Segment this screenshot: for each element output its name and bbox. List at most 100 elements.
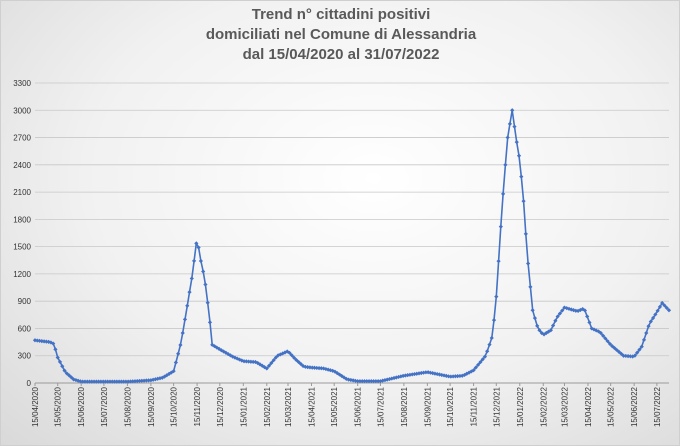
- x-tick-label: 15/02/2022: [539, 386, 548, 427]
- data-point-marker: [260, 363, 265, 368]
- data-point-marker: [194, 241, 199, 246]
- data-point-marker: [257, 362, 263, 367]
- y-tick-label: 2700: [13, 134, 31, 143]
- data-point-marker: [373, 379, 378, 384]
- x-tick-label: 15/02/2021: [263, 386, 272, 427]
- data-point-marker: [171, 369, 176, 374]
- data-point-marker: [287, 350, 292, 355]
- data-point-marker: [414, 371, 419, 376]
- data-point-marker: [376, 379, 381, 384]
- data-point-marker: [530, 308, 535, 313]
- data-point-marker: [64, 371, 69, 376]
- data-point-marker: [553, 318, 558, 323]
- data-point-marker: [457, 373, 463, 379]
- data-point-marker: [98, 379, 103, 384]
- data-point-marker: [448, 374, 453, 379]
- data-point-marker: [310, 365, 315, 370]
- data-point-marker: [237, 357, 242, 362]
- data-point-marker: [289, 353, 294, 358]
- x-tick-label: 15/12/2020: [216, 386, 225, 427]
- y-tick-label: 0: [27, 379, 32, 388]
- data-point-marker: [116, 379, 122, 384]
- data-point-marker: [505, 135, 510, 140]
- data-point-marker: [526, 261, 531, 266]
- y-tick-label: 3300: [13, 79, 31, 88]
- data-point-marker: [85, 379, 90, 384]
- data-point-marker: [666, 308, 672, 313]
- data-point-marker: [369, 379, 374, 384]
- data-point-marker: [355, 379, 360, 384]
- data-point-marker: [578, 307, 583, 313]
- x-tick-label: 15/03/2021: [284, 386, 293, 427]
- data-point-marker: [664, 305, 669, 310]
- data-point-marker: [655, 308, 660, 313]
- data-point-marker: [89, 379, 94, 384]
- y-tick-label: 3000: [13, 106, 31, 115]
- x-tick-label: 15/10/2021: [446, 386, 455, 427]
- data-point-marker: [139, 378, 144, 383]
- data-point-marker: [662, 303, 667, 308]
- x-tick-label: 15/06/2022: [630, 386, 639, 427]
- data-point-marker: [573, 308, 578, 313]
- data-point-marker: [128, 379, 133, 384]
- data-point-marker: [441, 373, 447, 378]
- data-point-marker: [46, 339, 51, 345]
- data-point-marker: [112, 379, 117, 384]
- data-point-marker: [32, 338, 38, 343]
- data-point-marker: [628, 354, 633, 359]
- data-point-marker: [348, 377, 353, 383]
- data-point-marker: [35, 338, 40, 343]
- data-point-marker: [178, 342, 183, 348]
- data-point-marker: [380, 378, 385, 383]
- data-point-marker: [428, 370, 433, 375]
- y-axis: 0 300 600 900 1200 1500 1800 2100 2400 2700 3000 33…: [13, 79, 31, 388]
- y-tick-label: 1800: [13, 215, 31, 224]
- data-point-marker: [173, 360, 178, 365]
- data-point-marker: [251, 359, 256, 364]
- data-point-marker: [589, 326, 594, 331]
- data-point-marker: [276, 353, 281, 358]
- data-point-marker: [648, 319, 653, 324]
- data-point-marker: [91, 379, 97, 384]
- x-tick-label: 15/07/2022: [653, 386, 662, 427]
- x-tick-label: 15/01/2021: [239, 386, 248, 427]
- data-point-marker: [478, 359, 483, 365]
- data-point-marker: [598, 330, 603, 336]
- data-point-marker: [489, 335, 494, 341]
- x-tick-label: 15/04/2021: [307, 386, 316, 427]
- data-point-marker: [612, 345, 617, 351]
- data-point-marker: [344, 376, 349, 381]
- data-point-marker: [614, 347, 619, 353]
- data-point-marker: [351, 378, 356, 383]
- y-tick-label: 300: [18, 352, 32, 361]
- data-point-marker: [460, 373, 465, 378]
- data-point-marker: [341, 375, 347, 380]
- data-point-marker: [105, 379, 110, 384]
- x-tick-label: 15/06/2021: [354, 386, 363, 427]
- y-tick-label: 2400: [13, 161, 31, 170]
- data-point-marker: [548, 328, 553, 333]
- data-point-marker: [471, 368, 476, 373]
- data-point-marker: [228, 353, 233, 358]
- data-point-marker: [119, 379, 124, 384]
- data-point-marker: [560, 308, 565, 313]
- series-line: [34, 109, 670, 383]
- data-point-marker: [137, 378, 142, 384]
- data-point-marker: [44, 339, 49, 344]
- data-point-marker: [273, 355, 278, 360]
- data-point-marker: [535, 323, 540, 328]
- data-point-marker: [510, 108, 515, 113]
- data-point-marker: [507, 121, 513, 127]
- data-point-marker: [241, 359, 247, 364]
- data-point-marker: [455, 374, 460, 379]
- data-point-marker: [512, 124, 517, 129]
- data-point-marker: [69, 375, 74, 380]
- data-point-marker: [73, 377, 79, 383]
- data-point-marker: [121, 379, 126, 384]
- data-point-marker: [421, 370, 426, 375]
- data-point-marker: [198, 258, 203, 264]
- data-point-marker: [562, 305, 567, 310]
- data-point-marker: [501, 191, 506, 197]
